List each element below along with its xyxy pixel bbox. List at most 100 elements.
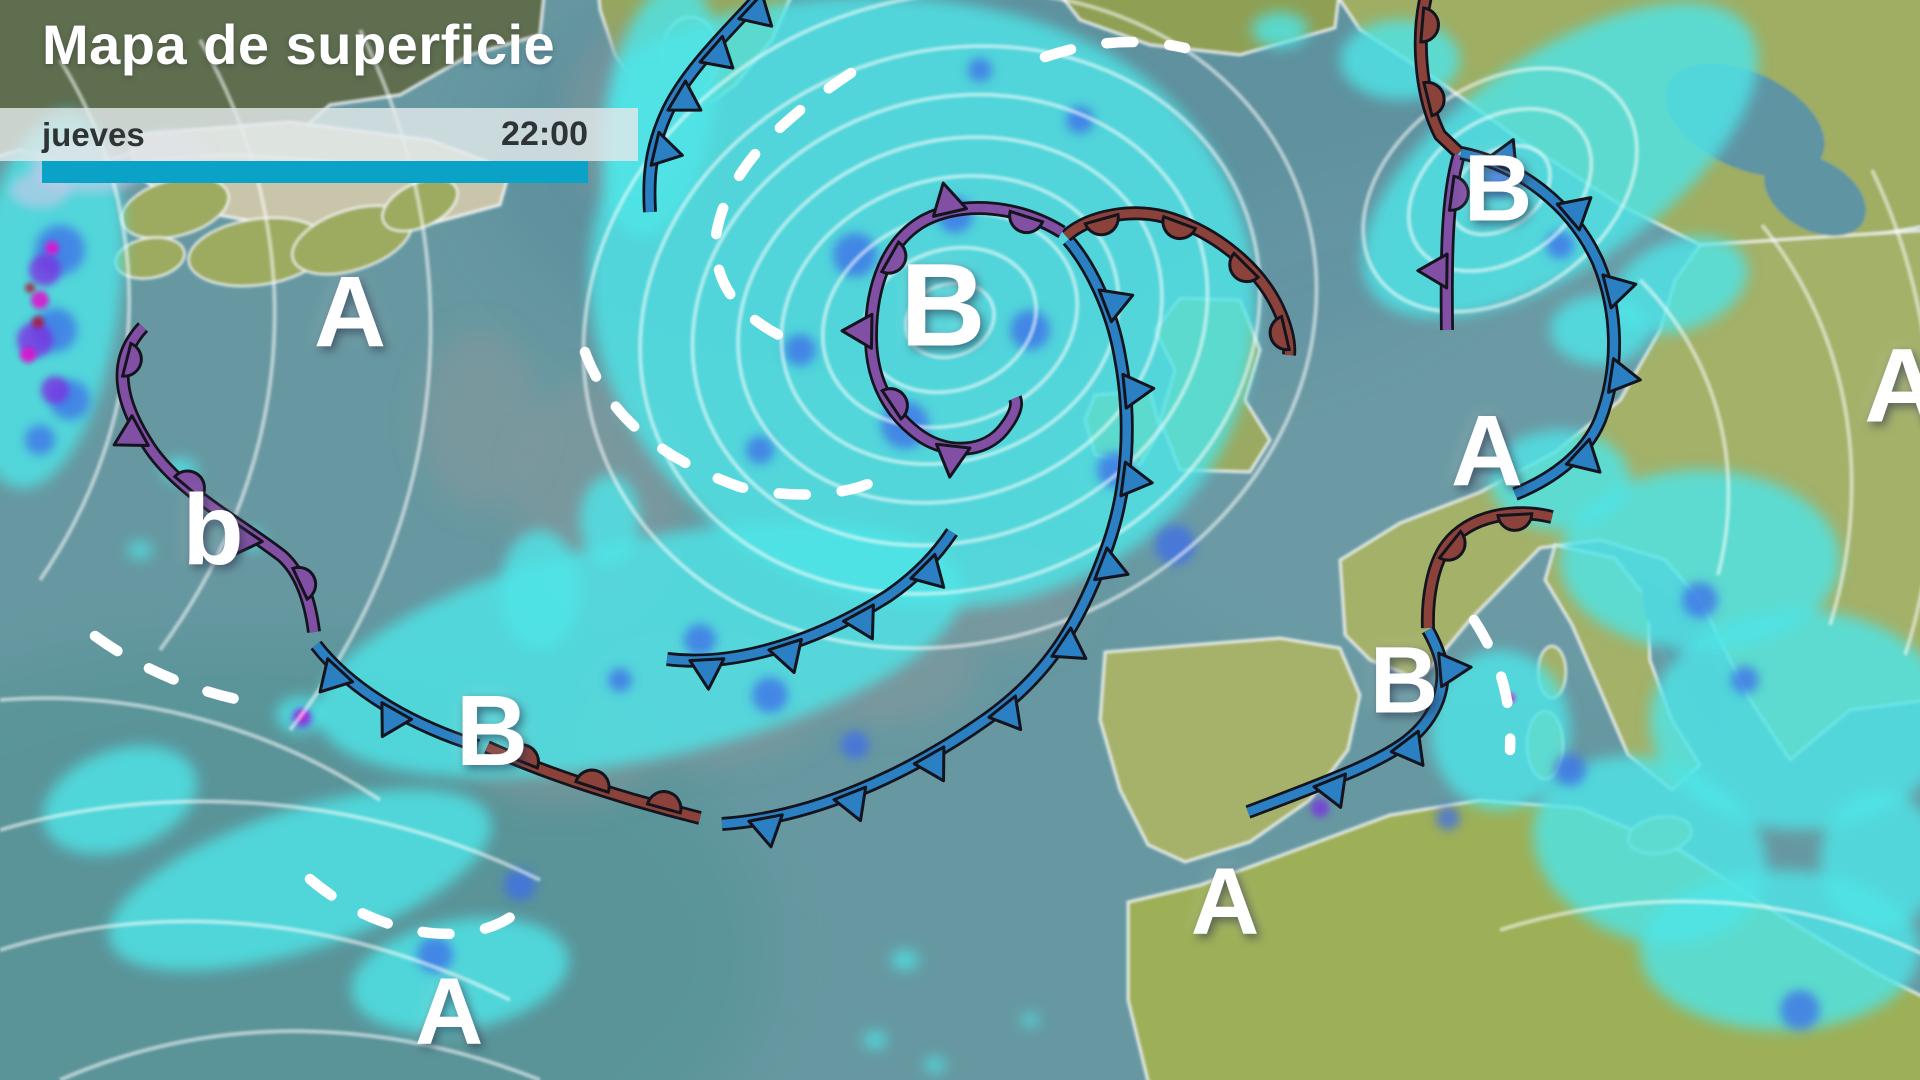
- cold-front-triangle-icon: [1564, 437, 1602, 474]
- warm-front-semicircle-icon: [1419, 6, 1440, 44]
- pressure-label-high: A: [1190, 848, 1260, 955]
- cold-front-triangle-icon: [832, 785, 868, 823]
- precip-light-area: [316, 522, 964, 778]
- time-label: 22:00: [501, 115, 588, 153]
- cold-front-triangle-icon: [1606, 357, 1642, 394]
- isobar-line: [1870, 169, 1920, 656]
- cold-front-triangle-icon: [380, 701, 414, 739]
- pressure-label-low: b: [182, 474, 244, 586]
- isobar-ring: [903, 280, 997, 360]
- day-label: jueves: [42, 115, 145, 153]
- precip-moderate-spot: [504, 869, 536, 901]
- warm-front-semicircle-icon: [1447, 174, 1470, 212]
- precip-moderate-spot: [1682, 582, 1718, 618]
- cold-front-triangle-icon: [649, 130, 684, 167]
- occluded-front-west: [112, 322, 321, 633]
- cold-front-northeast: [1459, 138, 1642, 501]
- precip-extreme-spot: [31, 291, 49, 309]
- precip-light-area: [1612, 236, 1748, 334]
- trough-dashed-line: [1468, 614, 1516, 756]
- warm-front-semicircle-icon: [880, 387, 909, 422]
- trough-dashed-line: [710, 67, 857, 351]
- precip-light-area: [1820, 790, 1920, 930]
- warm-front-northeast: [1413, 0, 1464, 159]
- precip-heavy-spot: [29, 254, 61, 286]
- precip-light-area: [500, 530, 580, 650]
- precip-light-area: [1362, 2, 1758, 318]
- isobar-line: [1638, 278, 1731, 576]
- cold-front-southwest: [310, 640, 481, 753]
- precip-moderate-spot: [684, 624, 716, 656]
- precip-max: [25, 283, 44, 328]
- cold-front-triangle-icon: [1416, 252, 1449, 290]
- precip-light-area: [1650, 610, 1920, 830]
- precip-light-area: [1252, 12, 1308, 48]
- cloud-patch: [420, 330, 540, 510]
- cold-front-main-arc: [721, 235, 1156, 849]
- warm-front-semicircle-icon: [503, 743, 540, 770]
- time-bar: jueves 22:00: [0, 108, 638, 161]
- precip-light-area: [1021, 1013, 1039, 1027]
- isobar-line: [1499, 899, 1920, 955]
- precip-moderate-spot: [1554, 754, 1586, 786]
- cold-front-secondary: [666, 528, 958, 691]
- pressure-label-low: B: [455, 675, 529, 787]
- precip-light-area: [891, 950, 919, 970]
- warm-front-semicircle-icon: [1496, 512, 1534, 532]
- cold-front-triangle-icon: [1312, 772, 1347, 809]
- precip-heavy-spot: [41, 376, 69, 404]
- warm-front-semicircle-icon: [1083, 212, 1120, 237]
- cold-front-triangle-icon: [1093, 546, 1130, 582]
- pressure-label-high: A: [414, 958, 484, 1065]
- precip-moderate-spot: [25, 425, 55, 455]
- precip-moderate-spot: [1436, 806, 1460, 830]
- precip-light-area: [108, 789, 492, 971]
- cold-front-triangle-icon: [912, 745, 946, 783]
- cold-front-triangle-icon: [688, 657, 726, 691]
- cold-front-triangle-icon: [909, 552, 946, 589]
- precip-max-spot: [32, 316, 44, 328]
- isobar-ring: [736, 135, 1164, 505]
- precip-light-area: [580, 475, 640, 565]
- trough-lines: [89, 36, 1516, 940]
- trough-dashed-line: [304, 873, 522, 940]
- isobar-line: [0, 799, 541, 882]
- precip-light-area: [1550, 295, 1650, 365]
- time-progress-bar[interactable]: [42, 161, 588, 183]
- precip-moderate-spot: [784, 334, 816, 366]
- cold-front-triangle-icon: [1555, 196, 1593, 232]
- cold-front-triangle-icon: [737, 0, 774, 28]
- warm-front-semicircle-icon: [1268, 314, 1292, 352]
- precip-light-area: [863, 1031, 887, 1049]
- occluded-front-northeast-line: [1442, 153, 1464, 331]
- precip-heavy-spot: [1311, 799, 1329, 817]
- precip-max-spot: [25, 283, 35, 293]
- occluded-front-central-spiral: [840, 181, 1066, 479]
- pressure-label-high: A: [1864, 327, 1920, 445]
- cold-front-triangle-icon: [666, 79, 703, 112]
- cold-front-northwest: [642, 0, 774, 213]
- precip-light-area: [1560, 470, 1840, 650]
- warm-front-semicircle-icon: [1008, 209, 1045, 235]
- cold-front-triangle-icon: [1050, 626, 1088, 660]
- precip-moderate-spot: [1010, 310, 1050, 350]
- precip-light-area: [42, 745, 198, 855]
- warm-front-semicircle-icon: [1161, 214, 1198, 241]
- warm-front-semicircle-icon: [574, 768, 611, 795]
- warm-front-semicircle-icon: [1422, 80, 1446, 118]
- cold-front-triangle-icon: [112, 414, 150, 447]
- pressure-label-low: B: [1369, 627, 1439, 734]
- isobar-line: [59, 1029, 541, 1080]
- cold-front-triangle-icon: [931, 181, 968, 218]
- cold-front-triangle-icon: [987, 694, 1023, 732]
- pressure-label-high: A: [1450, 395, 1524, 507]
- cold-front-triangle-icon: [318, 657, 355, 694]
- warm-front-semicircle-icon: [879, 239, 908, 275]
- cold-front-triangle-icon: [1121, 372, 1156, 410]
- trough-dashed-line: [89, 630, 246, 706]
- warm-front-southwest: [484, 740, 702, 825]
- sea-baltic-s: [1764, 154, 1866, 236]
- precip-moderate-spot: [1546, 231, 1574, 259]
- warm-front-semicircle-icon: [1437, 529, 1467, 562]
- weather-fronts: [112, 0, 1642, 849]
